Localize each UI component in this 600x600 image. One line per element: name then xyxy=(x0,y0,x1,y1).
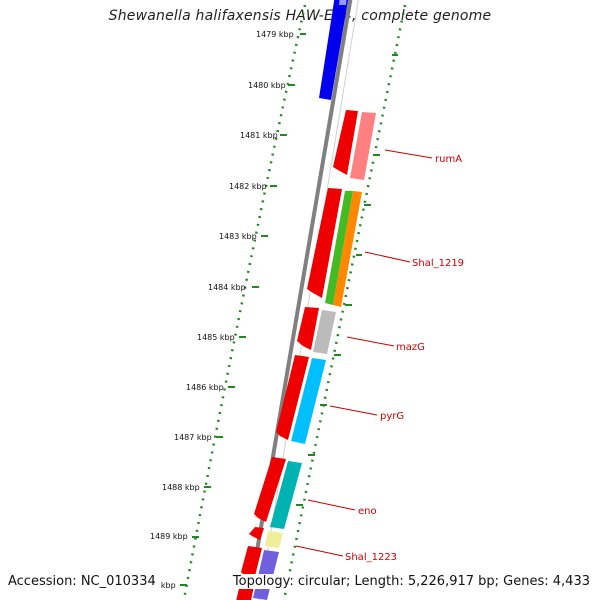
gene-pyrG xyxy=(291,358,326,444)
tick-ring-inner xyxy=(182,4,307,600)
cds-arrow xyxy=(333,110,358,175)
gene-mazG xyxy=(313,310,336,354)
tick-ring-outer xyxy=(282,4,407,600)
gene-label-Shal_1223: Shal_1223 xyxy=(345,552,397,563)
gene-label-pyrG: pyrG xyxy=(380,411,404,422)
tick-label: 1488 kbp xyxy=(162,483,200,492)
label-line xyxy=(307,499,356,511)
label-line xyxy=(364,251,411,263)
gene-labels: rumA Shal_1219 mazG pyrG eno Shal_1223 xyxy=(345,154,464,563)
gene-rumA xyxy=(350,112,376,180)
gene-eno xyxy=(270,461,302,529)
label-line xyxy=(384,149,433,159)
tick-label: 1486 kbp xyxy=(186,383,224,392)
accession-text: Accession: NC_010334 xyxy=(8,574,160,589)
label-line xyxy=(346,336,395,347)
cds-arrow xyxy=(254,457,286,522)
gene-label-rumA: rumA xyxy=(435,154,462,165)
label-lines xyxy=(295,149,433,557)
tick-label: 1481 kbp xyxy=(240,131,278,140)
backbone-outer xyxy=(259,0,359,600)
tick-label: 1489 kbp xyxy=(150,532,188,541)
tick-label: 1480 kbp xyxy=(248,81,286,90)
tick-label: 1485 kbp xyxy=(197,333,235,342)
label-line xyxy=(295,545,344,557)
gene-label-eno: eno xyxy=(358,506,377,517)
gene-label-mazG: mazG xyxy=(396,342,425,353)
label-line xyxy=(329,405,378,416)
gene-label-Shal_1219: Shal_1219 xyxy=(412,258,464,269)
map-title: Shewanella halifaxensis HAW-EB4, complet… xyxy=(108,8,492,24)
gene-green xyxy=(325,191,353,305)
tick-marks-outer xyxy=(296,54,398,506)
cds-arrow xyxy=(297,307,319,350)
cds-arrow xyxy=(276,355,309,440)
gene-Shal_1219 xyxy=(333,191,362,307)
cds-arrow xyxy=(307,188,342,298)
gene-Shal_1223 xyxy=(265,531,283,548)
cds-arrow xyxy=(241,546,262,580)
tick-label: 1483 kbp xyxy=(219,232,257,241)
tick-label: 1487 kbp xyxy=(174,433,212,442)
tick-label: 1479 kbp xyxy=(256,30,294,39)
tick-label: 1484 kbp xyxy=(208,283,246,292)
topology-text: Topology: circular; Length: 5,226,917 bp… xyxy=(228,574,590,589)
cds-arrow xyxy=(249,527,264,540)
backbone xyxy=(246,0,353,600)
tick-marks xyxy=(180,33,306,586)
blue-feature xyxy=(319,0,349,100)
blue-feature-light xyxy=(339,0,347,5)
tick-label: 1482 kbp xyxy=(229,182,267,191)
